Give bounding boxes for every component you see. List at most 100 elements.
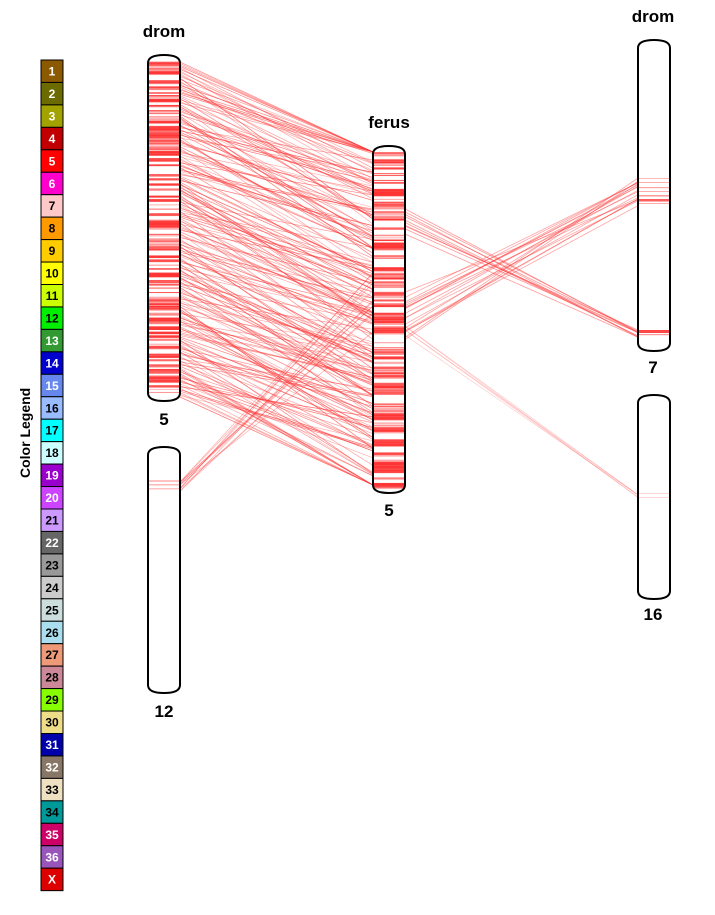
synteny-link	[179, 257, 374, 397]
chromosome-band	[148, 334, 180, 337]
synteny-link	[179, 101, 374, 186]
synteny-link	[404, 183, 639, 329]
chromosome-band	[373, 466, 405, 469]
synteny-link	[179, 117, 374, 258]
synteny-link	[179, 393, 374, 486]
chromosome-band	[148, 147, 180, 150]
legend-entry-label: 8	[49, 222, 56, 236]
chromosome-band	[373, 205, 405, 208]
chromosome-band	[373, 284, 405, 287]
legend-entry: 16	[40, 396, 64, 420]
legend-entry: 22	[40, 530, 64, 555]
synteny-link	[179, 133, 374, 234]
chromosome-band	[638, 195, 670, 197]
chromosome-band	[373, 277, 405, 280]
legend-entry: 29	[40, 688, 64, 712]
synteny-link	[179, 190, 374, 286]
synteny-link	[179, 213, 374, 267]
synteny-link	[179, 244, 374, 303]
synteny-link	[179, 301, 374, 405]
chromosome-band	[373, 154, 405, 157]
synteny-link	[179, 313, 374, 347]
legend-entry-label: 19	[45, 469, 59, 483]
synteny-link	[179, 178, 374, 272]
chromosome-band	[373, 281, 405, 284]
synteny-link	[179, 307, 374, 358]
synteny-link	[179, 70, 374, 180]
synteny-link	[179, 95, 374, 183]
synteny-link	[179, 127, 374, 161]
chromosome-band	[373, 403, 405, 406]
synteny-link	[404, 335, 639, 496]
chromosome-band	[148, 336, 180, 339]
legend-entry: 21	[40, 508, 64, 532]
synteny-link	[179, 111, 374, 175]
chromosome-band	[373, 422, 405, 424]
chromosome-band	[373, 228, 405, 230]
synteny-link	[179, 207, 374, 263]
synteny-link	[179, 330, 374, 372]
legend-entry-label: 11	[46, 289, 59, 303]
synteny-link	[404, 211, 639, 332]
synteny-link	[179, 124, 374, 237]
synteny-link	[404, 194, 639, 325]
synteny-link	[179, 341, 374, 414]
chromosome-band	[373, 285, 405, 289]
synteny-link	[179, 379, 374, 477]
chromosome-band	[148, 305, 180, 308]
chromosome-band	[148, 335, 180, 338]
synteny-link	[404, 329, 639, 498]
legend-entry: 9	[40, 239, 64, 263]
chromosome-band	[148, 86, 180, 89]
chromosome-band	[148, 141, 180, 144]
synteny-link	[179, 219, 374, 348]
synteny-link	[179, 322, 374, 355]
chromosome-band	[148, 321, 180, 323]
synteny-link	[179, 342, 374, 428]
chromosome-band	[373, 332, 405, 335]
chromosome-band	[373, 299, 405, 302]
synteny-link	[179, 131, 374, 218]
chromosome-band	[373, 216, 405, 219]
chromosome-left-bottom	[147, 445, 181, 695]
synteny-link	[179, 300, 374, 385]
chromosome-band	[148, 129, 180, 132]
genome-label-right: drom	[632, 7, 675, 26]
chromosome-band	[373, 370, 405, 372]
synteny-link	[179, 371, 374, 438]
chromosome-band	[638, 178, 670, 179]
chromosome-band	[148, 94, 180, 97]
chromosome-bands	[373, 152, 405, 489]
chromosome-band	[638, 191, 670, 192]
chromosome-band	[148, 235, 180, 237]
chromosome-band	[148, 385, 180, 388]
synteny-link	[179, 168, 374, 232]
chromosome-band	[373, 482, 405, 485]
synteny-link	[179, 285, 374, 357]
legend-entry: 33	[40, 777, 64, 802]
synteny-link	[179, 90, 374, 165]
synteny-link	[179, 259, 374, 383]
chromosome-band	[638, 203, 670, 204]
chromosome-band	[373, 452, 405, 455]
chromosome-band	[373, 249, 405, 251]
chromosome-band	[148, 183, 180, 186]
chromosome-band	[148, 92, 180, 94]
synteny-link	[179, 289, 374, 492]
chromosome-band	[373, 207, 405, 210]
chromosome-band	[148, 72, 180, 75]
legend-entry-label: 7	[49, 199, 56, 213]
chromosome-band	[148, 126, 180, 129]
chromosome-band	[373, 356, 405, 359]
legend-entry: 35	[40, 822, 64, 847]
synteny-link	[179, 373, 374, 486]
chromosome-band	[148, 355, 180, 358]
chromosome-band	[148, 142, 180, 145]
chromosome-band	[373, 274, 405, 276]
synteny-link	[179, 134, 374, 182]
chromosome-band	[148, 327, 180, 330]
synteny-link	[404, 198, 639, 333]
synteny-link	[404, 182, 639, 303]
legend-entry: 11	[40, 284, 64, 308]
legend-entry-label: 15	[45, 379, 59, 393]
